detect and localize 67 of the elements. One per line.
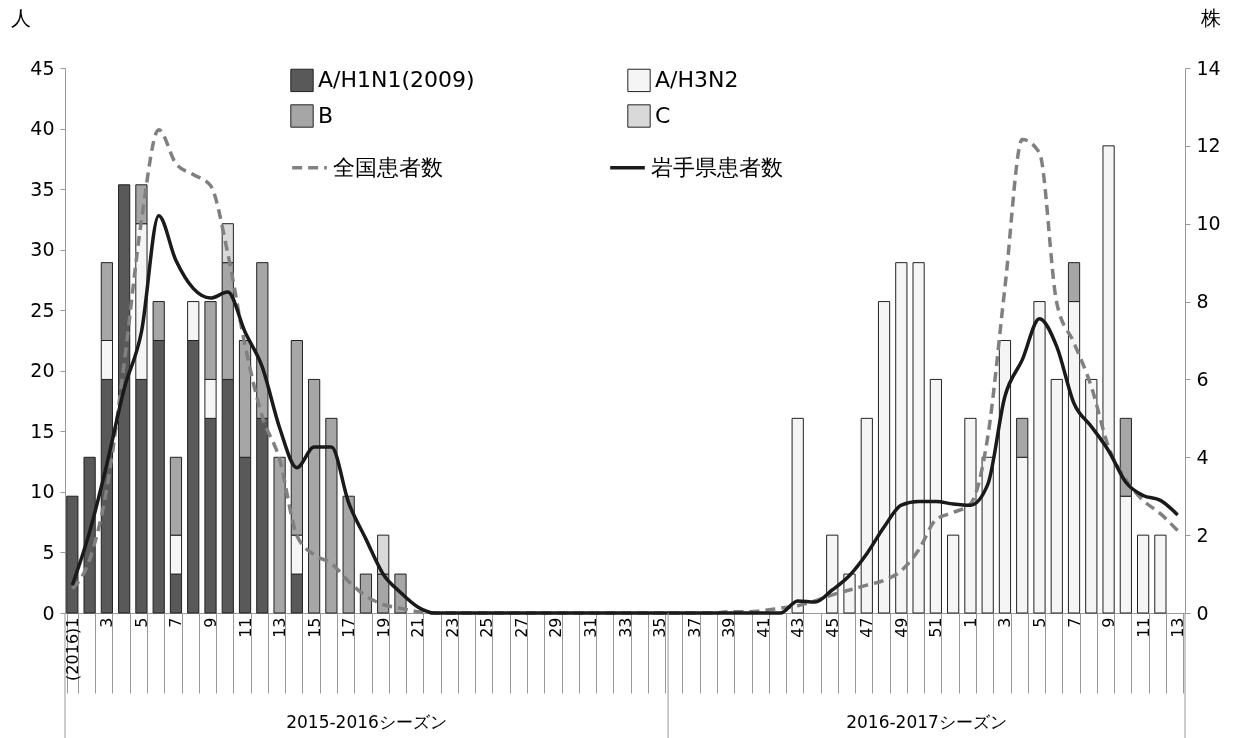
x-tick-label: 13 (270, 617, 290, 638)
x-tick-label: 19 (373, 617, 393, 638)
bar (1137, 534, 1150, 614)
y2-axis-title: 株 (1199, 5, 1221, 30)
x-tick-label: 17 (339, 617, 359, 638)
y2-tick-label: 14 (1196, 56, 1221, 79)
bar (273, 456, 286, 614)
legend-label: 全国患者数 (333, 154, 443, 180)
y2-tick-label: 12 (1196, 134, 1221, 157)
x-tick-label: 49 (891, 617, 911, 638)
x-tick-label: 9 (201, 617, 221, 628)
x-tick-label: 31 (580, 617, 600, 638)
bar (1154, 534, 1167, 614)
x-tick-label: 9 (1099, 617, 1119, 628)
x-tick-label: 45 (822, 617, 842, 638)
y-tick-label: 20 (30, 359, 55, 382)
y-tick-label: 35 (30, 177, 55, 200)
legend-label: 岩手県患者数 (651, 154, 783, 180)
x-tick-label: 15 (304, 617, 324, 638)
bar (1050, 378, 1063, 614)
text: 2016-2017シーズン (846, 712, 1007, 732)
y2-tick-label: 4 (1196, 445, 1209, 468)
y2-tick-label: 6 (1196, 367, 1209, 390)
y2-tick-label: 10 (1196, 212, 1221, 235)
bar (359, 573, 373, 614)
y2-tick-label: 8 (1196, 290, 1209, 313)
bar (947, 534, 960, 614)
x-tick-label: 21 (408, 617, 428, 638)
x-tick-label: 37 (684, 617, 704, 638)
y2-tick-label: 2 (1196, 523, 1209, 546)
x-tick-label: 3 (995, 617, 1015, 628)
x-tick-label: 51 (926, 617, 946, 638)
x-tick-label: 41 (753, 617, 773, 638)
x-tick-label: 43 (788, 617, 808, 638)
legend-label: A/H1N1(2009) (318, 67, 475, 93)
x-tick-label: 7 (166, 617, 186, 628)
y2-tick-label: 0 (1196, 601, 1209, 624)
x-tick-label: 25 (477, 617, 497, 638)
y-tick-label: 25 (30, 298, 55, 321)
x-tick-label: 5 (131, 617, 151, 628)
x-tick-label: 3 (97, 617, 117, 628)
x-tick-label: 11 (235, 617, 255, 638)
legend-label: C (655, 103, 671, 128)
y-tick-label: 5 (42, 540, 55, 563)
x-tick-label: 5 (1029, 617, 1049, 628)
y-tick-label: 45 (30, 56, 55, 79)
x-tick-label: 11 (1133, 617, 1153, 638)
y-tick-label: 15 (30, 419, 55, 442)
x-tick-label: 13 (1168, 617, 1188, 638)
y-axis-title: 人 (10, 5, 31, 30)
x-tick-label: 33 (615, 617, 635, 638)
y-tick-label: 40 (30, 117, 55, 140)
x-tick-label: 47 (857, 617, 877, 638)
y-tick-label: 30 (30, 238, 55, 261)
y-tick-label: 10 (30, 480, 55, 503)
x-tick-label: 35 (650, 617, 670, 638)
x-tick-label: 23 (442, 617, 462, 638)
text: 2015-2016シーズン (286, 712, 447, 732)
x-tick-label: (2016)1 (62, 617, 82, 681)
x-tick-label: 7 (1064, 617, 1084, 628)
x-tick-label: 29 (546, 617, 566, 638)
x-tick-label: 1 (960, 617, 980, 628)
x-tick-label: 27 (511, 617, 531, 638)
x-tick-label: 39 (719, 617, 739, 638)
legend-label: A/H3N2 (655, 67, 739, 93)
y-tick-label: 0 (42, 601, 55, 624)
legend-label: B (318, 103, 334, 128)
